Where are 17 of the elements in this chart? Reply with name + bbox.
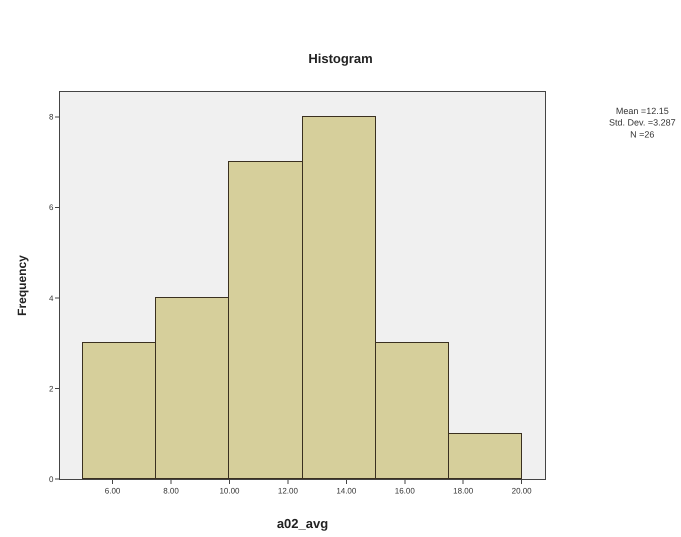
x-tick-label: 12.00 <box>278 486 298 496</box>
x-tick-label: 14.00 <box>336 486 357 496</box>
chart-title: Histogram <box>308 50 373 66</box>
x-tick-label: 10.00 <box>219 486 240 496</box>
y-tick-label: 8 <box>48 112 54 122</box>
y-axis-title: Frequency <box>15 254 29 316</box>
y-tick-label: 2 <box>48 384 54 394</box>
x-tick-label: 16.00 <box>394 486 416 496</box>
x-tick-label: 6.00 <box>104 486 121 496</box>
x-tick-label: 8.00 <box>163 486 180 496</box>
y-tick-label: 6 <box>48 203 54 212</box>
x-axis-title: a02_avg <box>276 516 328 531</box>
x-tick-label: 20.00 <box>512 486 532 496</box>
y-tick-label: 0 <box>48 474 54 484</box>
x-tick-label: 18.00 <box>453 486 474 496</box>
y-tick-label: 4 <box>48 294 54 303</box>
text: Mean =12.15 Std. Dev. =3.287 N =26 <box>609 106 676 140</box>
